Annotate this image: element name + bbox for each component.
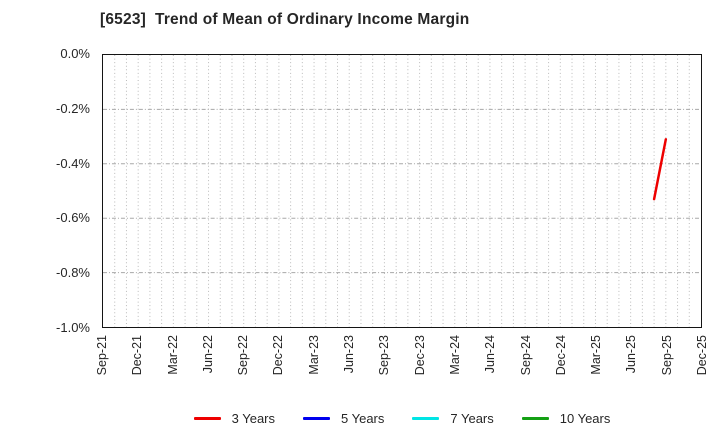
x-tick-label: Jun-23 [342,335,357,374]
legend-line-sample-3-years [193,416,221,420]
x-tick-label: Sep-24 [518,335,533,376]
x-tick-label: Dec-22 [271,335,286,376]
legend-label-5-years: 5 Years [341,410,385,426]
x-tick-label: Jun-22 [200,335,215,374]
series-line-3-years [652,138,668,201]
legend-label-7-years: 7 Years [450,410,494,426]
x-tick-label: Mar-22 [165,335,180,375]
legend-line-sample-5-years [303,416,330,420]
chart-title: [6523] Trend of Mean of Ordinary Income … [100,11,470,28]
legend: 3 Years 5 Years 7 Years 10 Years [102,404,702,432]
x-tick-label: Jun-25 [624,335,639,374]
x-tick-label: Mar-25 [589,335,604,375]
y-tick-label: 0.0% [60,46,90,61]
legend-line-sample-7-years [412,416,440,420]
y-tick-label: -1.0% [56,320,90,335]
x-tick-label: Dec-23 [412,335,427,376]
y-tick-label: -0.6% [56,210,90,226]
y-tick-label: -0.2% [56,100,90,116]
y-tick-label: -0.4% [56,155,90,171]
x-tick-label: Mar-23 [306,335,321,375]
y-tick-label: -0.8% [56,265,90,281]
x-tick-label: Sep-22 [236,335,251,376]
x-tick-label: Sep-23 [377,335,392,376]
legend-item-7-years: 7 Years [412,410,494,426]
x-tick-label: Dec-25 [695,335,709,376]
legend-item-3-years: 3 Years [193,410,275,426]
x-tick-label: Sep-21 [95,335,109,376]
legend-label-10-years: 10 Years [559,410,611,426]
x-tick-label: Dec-24 [553,335,568,376]
x-tick-label: Sep-25 [659,335,674,376]
legend-line-sample-10-years [521,416,549,420]
legend-item-10-years: 10 Years [521,410,611,426]
legend-item-5-years: 5 Years [303,411,384,426]
x-tick-label: Jun-24 [483,335,498,374]
plot-canvas [103,55,701,327]
plot-area [102,54,702,328]
x-tick-label: Mar-24 [447,335,462,375]
x-tick-label: Dec-21 [130,335,145,376]
legend-label-3-years: 3 Years [231,410,275,426]
